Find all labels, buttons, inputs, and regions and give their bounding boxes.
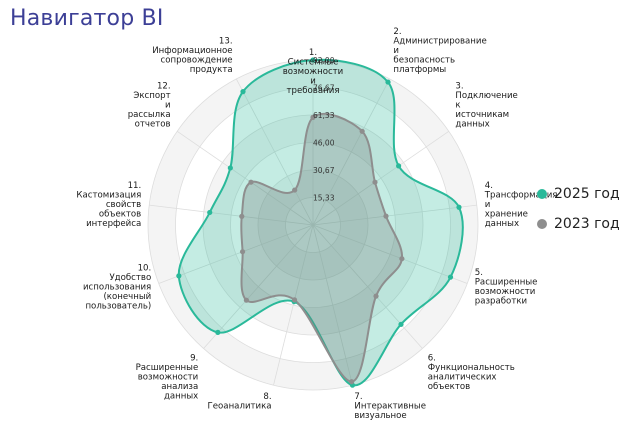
legend-marker-2025	[537, 189, 547, 199]
axis-label-9: 9. Расширенные возможности анализа данных	[136, 353, 199, 401]
series-1-point-7	[349, 379, 355, 385]
tick-label-2: 30,67	[313, 166, 335, 175]
series-1-point-2	[359, 128, 365, 134]
axis-label-5: 5. Расширенные возможности разработки	[475, 268, 538, 307]
grid-spoke-6	[312, 224, 423, 349]
tick-label-6: 92,00	[313, 56, 335, 65]
series-1-point-1	[310, 114, 316, 120]
series-0-point-10	[176, 273, 182, 279]
axis-label-3: 3. Подключение к источникам данных	[455, 82, 517, 130]
tick-label-1: 15,33	[313, 194, 335, 203]
series-1-point-10	[239, 249, 246, 255]
legend-item-2023[interactable]: 2023 год	[537, 216, 620, 232]
tick-label-3: 46,00	[313, 139, 335, 148]
grid-spoke-10	[158, 224, 314, 284]
axis-label-11: 11. Кастомизация свойств объектов интерфейса	[76, 181, 141, 229]
grid-spoke-3	[312, 130, 450, 226]
series-1-point-11	[239, 213, 245, 219]
axis-label-1: 1. Системные возможности и требования	[283, 48, 344, 96]
grid-spoke-13	[235, 78, 314, 226]
series-1-point-3	[372, 179, 378, 185]
chart-legend: 2025 год 2023 год	[537, 186, 620, 246]
legend-marker-2023	[537, 219, 547, 229]
series-0-point-12	[227, 165, 233, 171]
series-1-point-4	[383, 213, 389, 219]
grid-spoke-2	[312, 78, 391, 226]
legend-label-2023: 2023 год	[554, 216, 620, 232]
tick-label-4: 61,33	[313, 111, 335, 120]
series-0-point-6	[398, 321, 404, 327]
grid-spoke-8	[273, 224, 314, 386]
axis-label-13: 13. Информационное сопровождение продукта	[152, 36, 232, 75]
axis-label-7: 7. Интерактивные визуальное	[354, 392, 426, 421]
grid-spoke-4	[312, 204, 477, 226]
series-1-point-9	[243, 297, 249, 303]
axis-label-6: 6. Функциональность аналитических объектов	[428, 353, 515, 392]
series-1-point-8	[291, 297, 298, 303]
axis-label-10: 10. Удобство использования (конечный пользов…	[83, 263, 151, 311]
grid-spoke-11	[149, 204, 314, 226]
grid-spoke-5	[312, 224, 468, 284]
series-0-point-3	[396, 163, 402, 169]
series-0-point-9	[215, 329, 221, 335]
axis-label-2: 2. Администрирование и безопасность платформ…	[393, 27, 486, 75]
series-0-point-4	[456, 204, 462, 210]
series-0-point-13	[240, 89, 246, 95]
series-1-point-12	[248, 179, 254, 185]
legend-label-2025: 2025 год	[554, 186, 620, 202]
grid-spoke-12	[176, 130, 314, 226]
grid-spoke-9	[203, 224, 314, 349]
page-title: Навигатор BI	[10, 6, 164, 31]
series-0-point-1	[310, 57, 316, 63]
axis-label-12: 12. Экспорт и рассылка отчетов	[128, 82, 171, 130]
tick-label-5: 76,67	[313, 84, 335, 93]
series-1-point-13	[292, 187, 298, 193]
axis-label-8: 8. Геоаналитика	[208, 392, 272, 412]
series-1-point-5	[399, 256, 405, 262]
series-0-point-11	[207, 209, 213, 216]
legend-item-2025[interactable]: 2025 год	[537, 186, 620, 202]
series-0-point-2	[385, 79, 391, 85]
series-0-point-5	[447, 274, 454, 280]
axis-label-4: 4. Трансформация и хранение данных	[484, 181, 558, 229]
series-1-point-6	[373, 293, 379, 299]
grid-spoke-7	[312, 224, 353, 386]
